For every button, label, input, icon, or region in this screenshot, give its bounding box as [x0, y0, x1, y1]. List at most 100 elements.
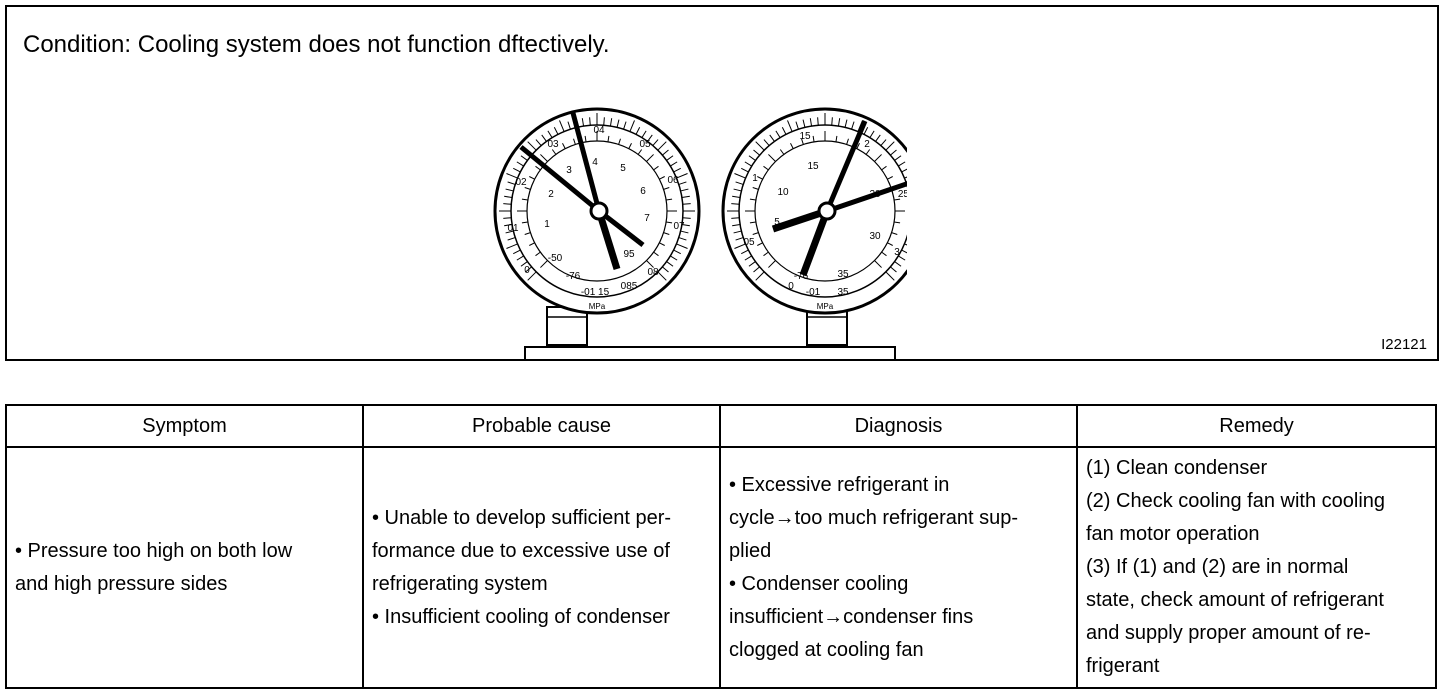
gauge-tick — [802, 119, 806, 128]
gauge-tick — [835, 135, 838, 142]
low-scale-label: 3 — [566, 165, 572, 176]
gauge-tick — [553, 127, 559, 135]
gauge-tick — [901, 249, 907, 254]
gauge-tick — [748, 261, 756, 267]
gauge-tick — [646, 260, 654, 268]
gauge-tick — [673, 249, 681, 255]
diagnosis-line: • Condenser cooling — [729, 572, 909, 595]
gauge-tick — [741, 167, 749, 173]
diagnosis-line: insufficient→condenser fins — [729, 605, 974, 628]
gauge-tick — [618, 138, 621, 145]
low-bottom-label: -01 15 — [581, 287, 610, 298]
gauge-tick — [904, 243, 907, 246]
high-scale-label: 05 — [743, 237, 755, 248]
gauge-tick — [659, 242, 665, 246]
diagnosis-cell: • Excessive refrigerant in cycle→too muc… — [719, 446, 1078, 689]
gauge-tick — [881, 165, 887, 171]
manifold-base — [524, 346, 896, 361]
gauge-tick — [507, 181, 516, 185]
diagnosis-line: • Excessive refrigerant in — [729, 473, 950, 496]
gauge-tick — [516, 161, 524, 167]
gauge-tick — [623, 121, 627, 130]
gauge-tick — [505, 188, 514, 192]
gauge-tick — [681, 195, 690, 199]
gauge-tick — [863, 127, 869, 135]
gauge-tick — [887, 176, 893, 180]
gauge-tick — [734, 173, 746, 179]
gauge-tick — [666, 155, 674, 161]
gauge-tick — [646, 154, 654, 162]
gauge-tick — [535, 139, 542, 146]
high-scale-label: 0 — [788, 281, 794, 292]
gauge-tick — [898, 161, 906, 167]
gauge-tick — [752, 187, 759, 190]
high-gauge-ticks — [727, 113, 907, 281]
high-gauge-needle — [826, 181, 907, 214]
gauge-tick — [744, 255, 752, 261]
gauge-tick — [846, 138, 849, 145]
diagnosis-line: plied — [729, 539, 772, 562]
gauge-tick — [748, 155, 756, 161]
high-scale-label: 15 — [807, 161, 819, 172]
gauge-tick — [562, 143, 566, 149]
header-probable-cause: Probable cause — [362, 404, 721, 448]
gauge-tick — [904, 176, 907, 179]
gauge-tick — [881, 251, 887, 257]
gauge-tick — [659, 176, 665, 180]
gauge-tick — [812, 135, 815, 142]
gauge-tick — [851, 121, 855, 130]
gauge-tick — [749, 221, 756, 224]
low-scale-label: -50 — [548, 253, 563, 264]
gauge-tick — [637, 149, 643, 155]
gauge-tick — [856, 143, 860, 149]
low-scale-label: 4 — [592, 157, 598, 168]
gauge-tick — [681, 223, 690, 227]
gauge-tick — [801, 138, 804, 145]
gauge-tick — [682, 217, 691, 219]
gauge-tick — [657, 271, 667, 281]
high-unit-label: MPa — [817, 302, 834, 311]
low-gauge-hub — [589, 201, 609, 221]
high-pressure-gauge: 15 2 25 3 35 1 05 0 15 10 5 20 30 35 -76… — [721, 107, 907, 315]
low-gauge-needle — [570, 112, 602, 212]
low-scale-label: 95 — [623, 249, 635, 260]
gauge-tick — [678, 237, 687, 241]
figure-id: I22121 — [1381, 336, 1427, 353]
high-scale-label: 25 — [898, 189, 907, 200]
gauge-tick — [507, 237, 516, 241]
gauge-tick — [540, 260, 548, 268]
gauge-tick — [869, 130, 875, 138]
gauge-tick — [535, 165, 541, 171]
gauge-tick — [768, 154, 776, 162]
high-bottom-label: -01 — [806, 287, 821, 298]
gauge-tick — [817, 117, 819, 126]
gauge-tick — [535, 251, 541, 257]
high-scale-label: 35 — [837, 287, 849, 298]
gauge-tick — [680, 230, 689, 234]
gauge-tick — [755, 141, 765, 151]
gauge-tick — [527, 271, 537, 281]
cause-line: • Unable to develop sufficient per- — [372, 506, 672, 529]
gauge-tick — [757, 176, 763, 180]
gauge-tick — [752, 232, 759, 235]
gauge-tick — [581, 118, 585, 127]
gauge-tick — [524, 232, 531, 235]
gauge-tick — [763, 165, 769, 171]
low-scale-label: 06 — [667, 175, 679, 186]
gauge-tick — [735, 181, 744, 185]
high-scale-label: 2 — [864, 139, 870, 150]
remedy-line: and supply proper amount of re- — [1086, 622, 1371, 644]
gauge-tick — [733, 188, 742, 192]
low-scale-label: 0 — [524, 265, 530, 276]
gauge-tick — [898, 255, 906, 261]
gauge-tick — [874, 154, 882, 162]
gauge-tick — [734, 243, 746, 249]
gauge-tick — [527, 141, 537, 151]
gauge-tick — [607, 135, 610, 142]
gauge-tick — [666, 198, 673, 201]
gauge-tick — [657, 141, 667, 151]
gauge-tick — [662, 149, 669, 156]
gauge-tick — [732, 195, 741, 199]
gauge-tick — [641, 130, 647, 138]
gauge-tick — [682, 203, 691, 205]
